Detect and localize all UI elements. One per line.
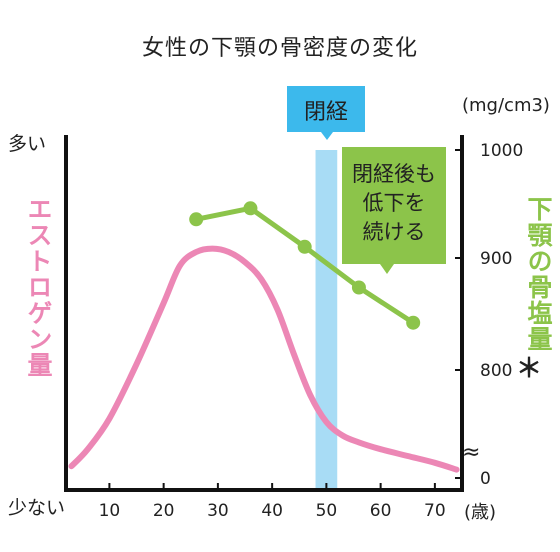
x-axis-unit: (歳): [464, 502, 497, 523]
bone-density-point-1: [243, 201, 258, 216]
x-tick-label-0: 10: [99, 501, 121, 521]
right-axis-asterisk: ＊: [516, 354, 543, 384]
menopause-box-pointer: [321, 132, 333, 140]
tick-layer: 10 20 30 40 50 60 70 1000 900 800 0: [99, 141, 524, 521]
left-axis-title: エストロゲン量: [24, 196, 53, 378]
series-layer: [68, 201, 460, 473]
annotation-line-1: 閉経後も: [352, 162, 436, 186]
bone-density-point-0: [189, 212, 204, 227]
left-axis-top-label: 多い: [8, 133, 47, 155]
right-axis-title: 下顎の骨塩量: [524, 196, 553, 352]
x-tick-label-4: 50: [316, 501, 338, 521]
menopause-label: 閉経: [303, 100, 348, 125]
estrogen-curve: [68, 245, 460, 473]
annotation-line-3: 続ける: [362, 220, 426, 244]
annotation-line-2: 低下を: [362, 191, 426, 215]
bone-density-point-3: [351, 280, 366, 295]
annotation-box: 閉経後も 低下を 続ける: [342, 147, 446, 264]
right-axis-unit: (mg/cm3): [462, 95, 550, 116]
x-tick-label-2: 30: [207, 501, 229, 521]
menopause-band: [315, 150, 338, 490]
right-tick-label-0: 1000: [480, 141, 523, 161]
chart-title: 女性の下顎の骨密度の変化: [141, 36, 418, 61]
x-tick-label-1: 20: [153, 501, 175, 521]
left-axis-bottom-label: 少ない: [8, 497, 66, 519]
right-tick-label-2: 800: [480, 361, 512, 381]
x-tick-label-6: 70: [424, 501, 446, 521]
annotation-pointer: [380, 264, 394, 274]
right-tick-label-3: 0: [480, 469, 491, 489]
menopause-label-box: 閉経: [287, 86, 365, 132]
bone-density-point-4: [406, 315, 421, 330]
bone-density-point-2: [297, 239, 312, 254]
right-axis-break-mark: ≈: [462, 440, 481, 465]
x-tick-label-3: 40: [261, 501, 283, 521]
right-tick-label-1: 900: [480, 249, 512, 269]
x-tick-label-5: 60: [370, 501, 392, 521]
